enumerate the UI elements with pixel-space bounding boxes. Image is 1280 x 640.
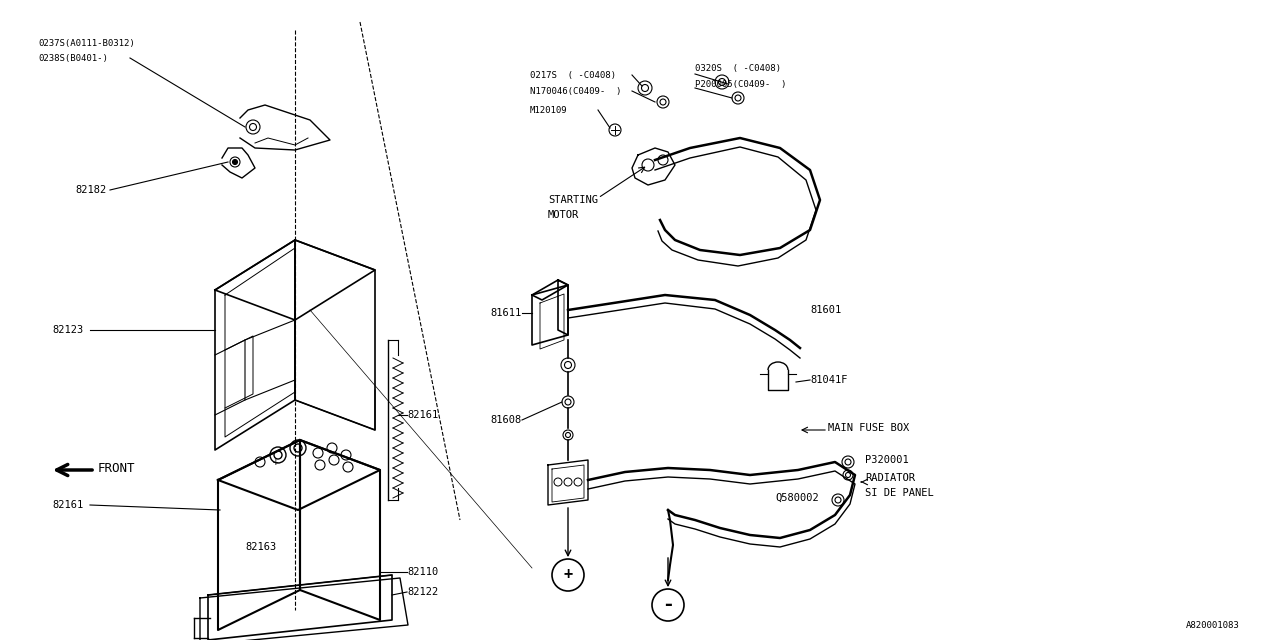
Text: 81601: 81601 (810, 305, 841, 315)
Text: 82122: 82122 (407, 587, 438, 597)
Text: 0320S  ( -C0408): 0320S ( -C0408) (695, 63, 781, 72)
Text: MOTOR: MOTOR (548, 210, 580, 220)
Text: 81608: 81608 (490, 415, 521, 425)
Text: 0217S  ( -C0408): 0217S ( -C0408) (530, 70, 616, 79)
Circle shape (233, 159, 238, 164)
Text: Q580002: Q580002 (774, 493, 819, 503)
Text: -: - (662, 595, 673, 614)
Text: MAIN FUSE BOX: MAIN FUSE BOX (828, 423, 909, 433)
Text: +: + (563, 568, 572, 582)
Text: 82163: 82163 (244, 542, 276, 552)
Text: 81611: 81611 (490, 308, 521, 318)
Text: RADIATOR: RADIATOR (865, 473, 915, 483)
Text: 82110: 82110 (407, 567, 438, 577)
Text: 0238S(B0401-): 0238S(B0401-) (38, 54, 108, 63)
Text: STARTING: STARTING (548, 195, 598, 205)
Text: 82123: 82123 (52, 325, 83, 335)
Text: A820001083: A820001083 (1187, 621, 1240, 630)
Text: 81041F: 81041F (810, 375, 847, 385)
Text: 82161: 82161 (407, 410, 438, 420)
Text: M120109: M120109 (530, 106, 567, 115)
Text: P200005(C0409-  ): P200005(C0409- ) (695, 79, 786, 88)
Text: 82161: 82161 (52, 500, 83, 510)
Text: SI DE PANEL: SI DE PANEL (865, 488, 933, 498)
Text: P320001: P320001 (865, 455, 909, 465)
Text: FRONT: FRONT (99, 462, 136, 475)
Text: 82182: 82182 (76, 185, 106, 195)
Text: 0237S(A0111-B0312): 0237S(A0111-B0312) (38, 38, 134, 47)
Text: N170046(C0409-  ): N170046(C0409- ) (530, 86, 621, 95)
Text: +: + (273, 457, 279, 467)
